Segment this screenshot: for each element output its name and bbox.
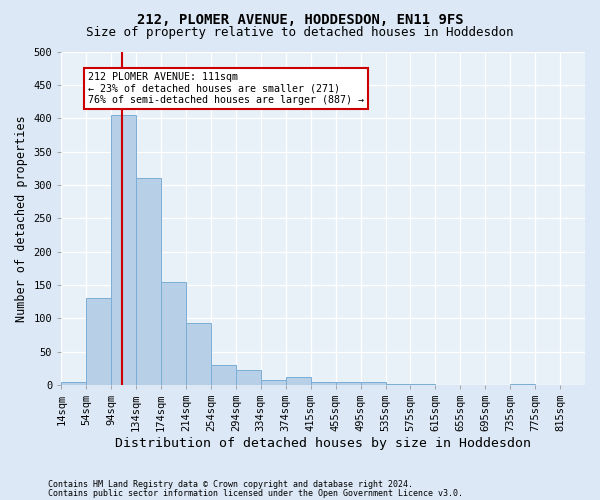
Bar [261,380,286,385]
Bar [410,384,436,385]
Bar [86,298,111,385]
Bar [61,382,86,385]
Text: Contains HM Land Registry data © Crown copyright and database right 2024.: Contains HM Land Registry data © Crown c… [48,480,413,489]
X-axis label: Distribution of detached houses by size in Hoddesdon: Distribution of detached houses by size … [115,437,531,450]
Bar [186,323,211,385]
Bar [286,377,311,385]
Bar [311,382,335,385]
Text: 212 PLOMER AVENUE: 111sqm
← 23% of detached houses are smaller (271)
76% of semi: 212 PLOMER AVENUE: 111sqm ← 23% of detac… [88,72,364,104]
Bar [386,384,410,385]
Bar [335,382,361,385]
Y-axis label: Number of detached properties: Number of detached properties [15,115,28,322]
Bar [510,384,535,385]
Bar [211,365,236,385]
Bar [361,382,386,385]
Bar [136,178,161,385]
Text: 212, PLOMER AVENUE, HODDESDON, EN11 9FS: 212, PLOMER AVENUE, HODDESDON, EN11 9FS [137,12,463,26]
Bar [111,115,136,385]
Bar [236,370,261,385]
Text: Contains public sector information licensed under the Open Government Licence v3: Contains public sector information licen… [48,488,463,498]
Bar [161,282,186,385]
Text: Size of property relative to detached houses in Hoddesdon: Size of property relative to detached ho… [86,26,514,39]
